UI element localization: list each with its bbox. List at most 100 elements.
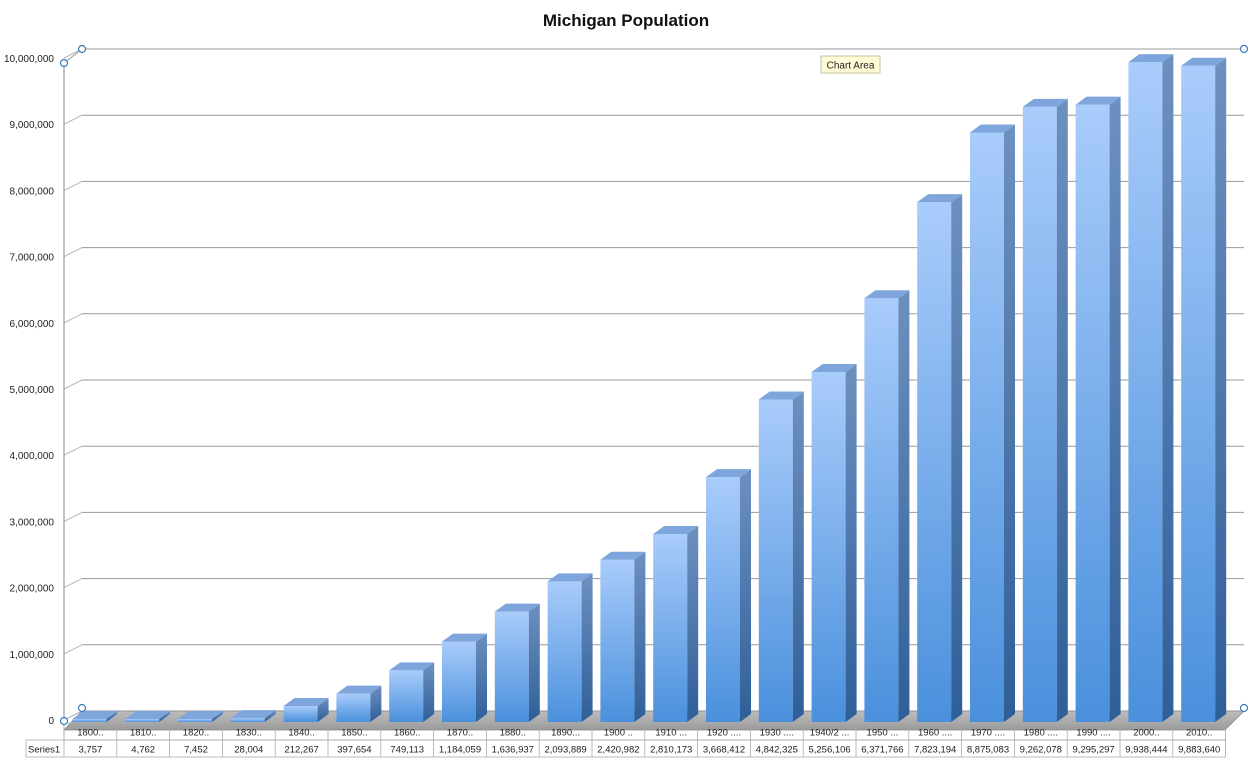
bar-front [970, 132, 1004, 723]
value-label: 4,842,325 [756, 745, 798, 756]
value-label: 3,668,412 [703, 745, 745, 756]
bar [970, 124, 1015, 723]
y-tick-label: 7,000,000 [10, 253, 55, 264]
category-label: 1920 .... [707, 728, 741, 739]
bar-front [442, 641, 476, 722]
value-label: 9,262,078 [1020, 745, 1062, 756]
bar-top [283, 697, 329, 706]
bar-front [1128, 62, 1163, 722]
y-tick-label: 4,000,000 [10, 451, 55, 462]
bar-side [317, 697, 329, 722]
bar-front [178, 719, 212, 722]
bar [706, 469, 751, 722]
bar [864, 290, 910, 722]
category-label: 1840.. [288, 728, 314, 739]
gridline-side [63, 114, 83, 125]
category-label: 1870.. [447, 728, 473, 739]
value-label: 7,452 [184, 745, 208, 756]
bar [653, 525, 699, 722]
resize-handle[interactable] [77, 703, 87, 713]
bar-top [600, 551, 646, 560]
bar-front [389, 670, 424, 722]
bar-front [653, 533, 688, 722]
bar [72, 711, 118, 722]
y-tick-label: 2,000,000 [10, 584, 55, 595]
category-label: 1990 .... [1076, 728, 1110, 739]
bar-top [970, 124, 1015, 133]
value-label: 212,267 [284, 745, 318, 756]
bar-front [283, 705, 318, 722]
category-label: 2000.. [1133, 728, 1159, 739]
y-axis: 0 1,000,000 2,000,000 3,000,000 4,000,000 5,0… [4, 54, 65, 730]
bar-side [687, 525, 699, 722]
bar [442, 633, 487, 722]
data-table: Series1 1800.. 3,757 1810.. 4,762 1820.. 7,452… [25, 722, 1226, 758]
bar-front [230, 718, 265, 722]
bar [1128, 54, 1174, 722]
bar [125, 711, 171, 722]
bar-top [1181, 57, 1227, 66]
value-label: 9,883,640 [1178, 745, 1220, 756]
bar-front [494, 611, 529, 722]
gridline-side [63, 379, 83, 390]
bar [1075, 96, 1121, 722]
bar-top [125, 711, 171, 719]
bar-top [1075, 96, 1121, 105]
bar-side [528, 603, 540, 722]
bar-front [811, 372, 846, 722]
y-tick-label: 1,000,000 [10, 650, 55, 661]
bar-side [792, 391, 804, 722]
value-label: 2,093,889 [544, 745, 586, 756]
bar-top [72, 711, 118, 719]
y-tick-label: 0 [48, 716, 54, 727]
y-tick-label: 5,000,000 [10, 385, 55, 396]
bar-side [951, 194, 963, 722]
bar [336, 685, 382, 722]
resize-handle[interactable] [59, 716, 69, 726]
bar [600, 551, 646, 722]
bar-front [758, 399, 793, 722]
gridline-side [63, 511, 83, 522]
bar-side [106, 711, 118, 722]
bar-front [1181, 65, 1216, 723]
bar-front [706, 477, 740, 722]
bar-top [864, 290, 910, 299]
category-label: 1880.. [500, 728, 526, 739]
bar-front [1075, 104, 1110, 722]
tooltip: Chart Area [820, 55, 881, 74]
y-tick-label: 9,000,000 [10, 120, 55, 131]
gridline-side [63, 313, 83, 324]
category-label: 1940/2 ... [810, 728, 850, 739]
value-label: 28,004 [234, 745, 263, 756]
bar-front [917, 202, 952, 722]
value-label: 1,184,059 [439, 745, 481, 756]
bar [758, 391, 804, 722]
gridline-side [63, 180, 83, 191]
value-label: 2,420,982 [597, 745, 639, 756]
bar-top [336, 685, 382, 694]
bar-front [72, 719, 107, 722]
bar-side [845, 364, 857, 722]
bar-top [917, 194, 963, 203]
category-label: 1860.. [394, 728, 420, 739]
bar-side [1004, 124, 1015, 723]
bar-side [476, 633, 487, 722]
value-label: 3,757 [79, 745, 103, 756]
resize-handle[interactable] [1239, 44, 1249, 54]
bar-top [706, 469, 751, 478]
bar-side [1162, 54, 1174, 722]
selection-handles[interactable] [59, 44, 1249, 726]
resize-handle[interactable] [77, 44, 87, 54]
chart-title: Michigan Population [543, 11, 709, 30]
category-label: 1960 .... [918, 728, 952, 739]
bar-top [230, 710, 276, 719]
tooltip-text: Chart Area [827, 61, 875, 72]
bar [283, 697, 329, 722]
resize-handle[interactable] [59, 58, 69, 68]
bar-side [1109, 96, 1121, 722]
bar-top [547, 573, 593, 582]
gridline-side [63, 578, 83, 589]
resize-handle[interactable] [1239, 703, 1249, 713]
